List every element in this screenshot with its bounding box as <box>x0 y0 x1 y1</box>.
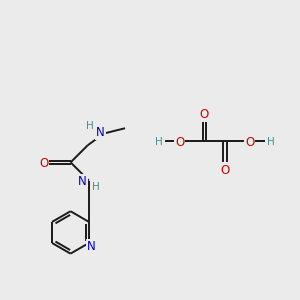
Text: O: O <box>39 157 48 170</box>
Text: H: H <box>92 182 100 192</box>
Text: O: O <box>200 109 209 122</box>
Text: H: H <box>267 136 275 147</box>
Text: O: O <box>220 164 230 177</box>
Text: N: N <box>87 239 96 253</box>
Text: H: H <box>86 121 94 131</box>
Text: O: O <box>175 136 184 148</box>
Text: N: N <box>96 126 105 139</box>
Text: H: H <box>155 136 162 147</box>
Text: N: N <box>78 175 87 188</box>
Text: O: O <box>245 136 254 148</box>
